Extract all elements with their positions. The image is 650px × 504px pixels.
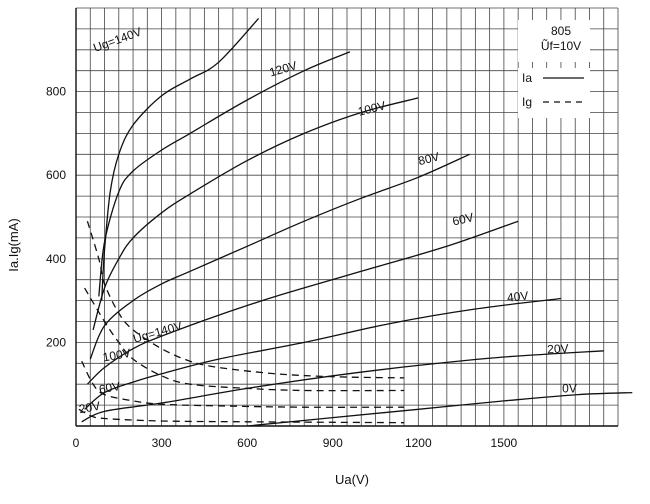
curve-label: 60V: [98, 379, 121, 396]
x-tick-label: 0: [73, 436, 80, 450]
y-tick-label: 400: [46, 252, 66, 266]
series-line-ig-10: [81, 360, 405, 408]
legend-box: [518, 20, 590, 62]
x-tick-label: 1500: [491, 436, 518, 450]
tick-labels: 0 300 600 900 1200 1500 200 400 600 800: [46, 85, 518, 450]
series-line-ia-7: [247, 391, 633, 427]
legend-subtitle: Ũf=10V: [541, 38, 581, 53]
axes: [75, 8, 618, 427]
curve-label: 20V: [78, 399, 101, 416]
series-line-ia-5: [84, 297, 561, 410]
y-tick-label: 800: [46, 85, 66, 99]
legend-item-ig-label: Ig: [522, 95, 532, 109]
y-tick-label: 200: [46, 335, 66, 349]
curve-label: 20V: [547, 341, 569, 356]
x-tick-label: 1200: [405, 436, 432, 450]
series-line-ia-1: [98, 51, 351, 297]
series-line-ig-8: [86, 221, 405, 379]
series-line-ia-4: [86, 220, 519, 385]
x-tick-label: 900: [323, 436, 343, 450]
x-tick-label: 600: [237, 436, 257, 450]
curves: [78, 17, 633, 427]
series-line-ig-9: [84, 287, 405, 392]
curve-label: 0V: [562, 382, 577, 396]
series-line-ig-11: [78, 408, 405, 424]
x-axis-label: Ua(V): [335, 472, 369, 487]
series-line-ia-0: [101, 17, 260, 301]
y-axis-label: Ia.Ig(mA): [6, 218, 21, 271]
curve-label: 100V: [356, 98, 387, 118]
curve-label: 80V: [417, 149, 441, 168]
legend: 805 Ũf=10V Ia Ig: [518, 20, 590, 118]
curve-label: 120V: [268, 58, 299, 79]
grid: [76, 7, 619, 426]
curve-label: 100V: [102, 346, 132, 365]
curve-label: 60V: [451, 210, 475, 228]
legend-item-ia-label: Ia: [522, 71, 532, 85]
legend-title: 805: [551, 24, 571, 38]
y-tick-label: 600: [46, 168, 66, 182]
series-line-ia-2: [92, 97, 419, 331]
series-line-ia-6: [81, 350, 604, 423]
legend-items-box: [518, 68, 590, 118]
curve-label: 40V: [506, 289, 529, 305]
x-tick-label: 300: [152, 436, 172, 450]
